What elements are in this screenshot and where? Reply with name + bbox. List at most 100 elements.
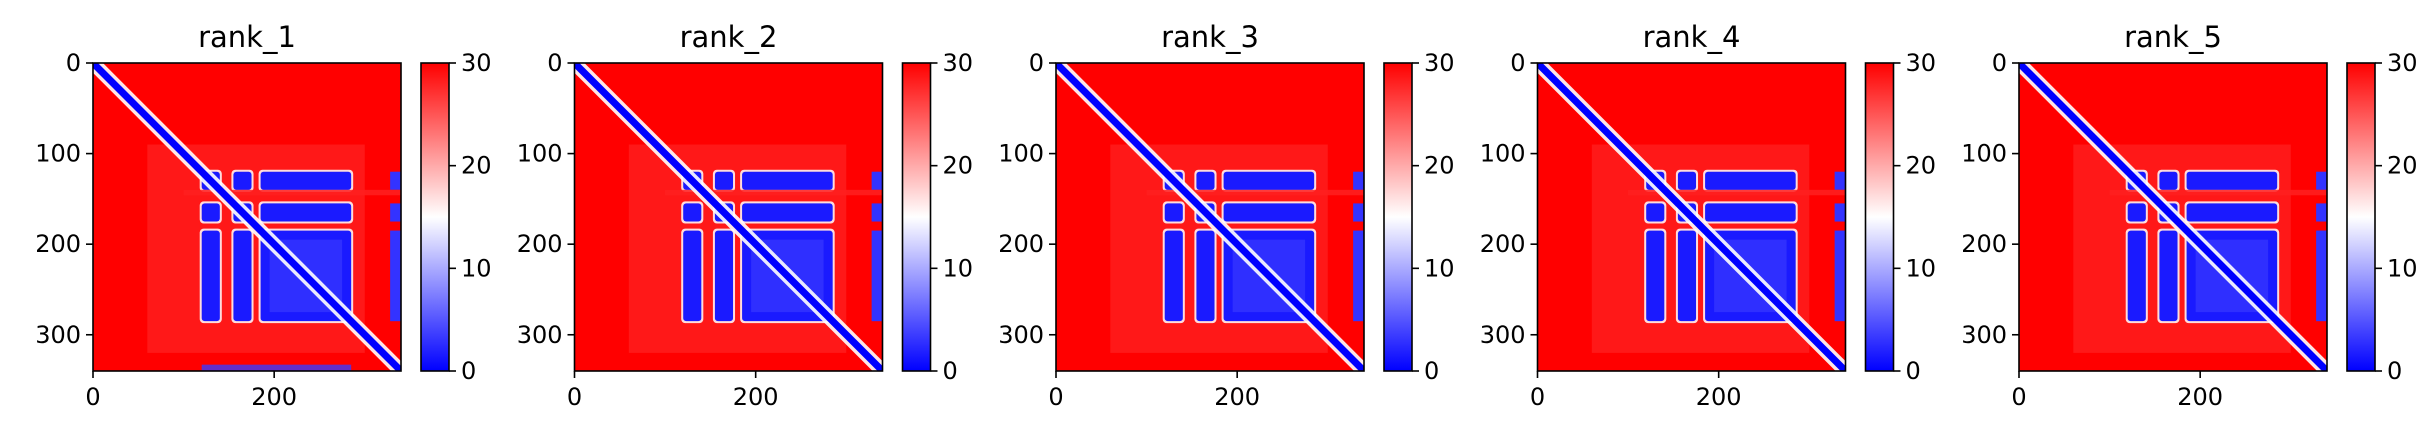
x-tick-label: 200	[1696, 383, 1742, 411]
colorbar	[1865, 63, 1894, 371]
low-pae-block	[1164, 203, 1183, 222]
colorbar-tick-label: 20	[1424, 152, 1455, 180]
colorbar-frame	[2346, 62, 2376, 372]
edge-block	[871, 171, 883, 190]
colorbar-tick-label: 30	[461, 49, 492, 77]
chart-title: rank_5	[2124, 20, 2222, 54]
y-tick-label: 300	[1480, 321, 1526, 349]
y-tick-label: 0	[1510, 49, 1525, 77]
y-tick-label: 100	[1961, 140, 2007, 168]
low-pae-block	[2159, 230, 2178, 322]
colorbar-tick-label: 30	[1424, 49, 1455, 77]
low-pae-block	[2186, 171, 2278, 190]
edge-block	[1353, 230, 1364, 322]
y-tick-label: 200	[517, 230, 563, 258]
low-pae-block	[683, 203, 702, 222]
edge-block	[2316, 230, 2327, 322]
colorbar-tick-label: 10	[2387, 254, 2418, 282]
x-tick-label: 200	[733, 383, 779, 411]
diagonal	[1537, 63, 1846, 371]
chart-title: rank_1	[198, 20, 296, 54]
low-pae-block	[201, 230, 220, 322]
y-tick-label: 300	[998, 321, 1044, 349]
colorbar-tick-label: 0	[461, 357, 476, 385]
chart-title: rank_3	[1161, 20, 1259, 54]
low-pae-block	[233, 230, 252, 322]
colorbar-tick-label: 10	[943, 254, 974, 282]
colorbar-tick-label: 10	[1424, 254, 1455, 282]
y-tick-label: 0	[547, 49, 562, 77]
stripe	[183, 189, 401, 196]
y-tick-label: 200	[1480, 230, 1526, 258]
low-pae-block	[233, 171, 252, 190]
x-tick-label: 0	[1048, 383, 1063, 411]
low-pae-block	[1646, 203, 1665, 222]
x-tick-label: 200	[2177, 383, 2223, 411]
heatmap-cells	[574, 63, 883, 371]
colorbar	[1384, 63, 1412, 371]
chart-title: rank_2	[680, 20, 778, 54]
low-pae-block	[1705, 203, 1796, 222]
low-pae-block	[201, 203, 220, 222]
x-tick-label: 200	[1214, 383, 1260, 411]
heatmap-panel-rank_1: rank_1 0 100 200 300 0 200 0 10 20 30	[35, 20, 491, 411]
low-pae-block	[260, 203, 352, 222]
diagonal	[93, 63, 401, 371]
colorbar-tick-label: 0	[2387, 357, 2402, 385]
low-pae-block	[2127, 203, 2146, 222]
low-pae-block	[742, 171, 833, 190]
low-pae-block	[1677, 230, 1697, 322]
x-tick-label: 0	[85, 383, 100, 411]
colorbar	[421, 63, 449, 371]
low-pae-block	[714, 230, 734, 322]
y-tick-label: 300	[1961, 321, 2007, 349]
colorbar-tick-label: 0	[1906, 357, 1921, 385]
stripe	[2109, 189, 2327, 196]
colorbar-tick-label: 30	[943, 49, 974, 77]
stripe	[665, 189, 883, 196]
colorbar-frame	[420, 62, 450, 372]
heatmap-panel-rank_4: rank_4 0 100 200 300 0 200 0 10 20 30	[1480, 20, 1936, 411]
edge-block	[1353, 203, 1364, 222]
low-pae-block	[1196, 230, 1215, 322]
edge-block	[1353, 171, 1364, 190]
edge-block	[1834, 203, 1846, 222]
edge-block	[390, 230, 401, 322]
axes-frame	[573, 62, 884, 372]
axes-frame	[1055, 62, 1365, 372]
diagonal	[2019, 63, 2327, 371]
y-tick-label: 100	[35, 140, 81, 168]
low-pae-block	[714, 171, 734, 190]
y-tick-label: 0	[1992, 49, 2007, 77]
edge-block	[390, 203, 401, 222]
colorbar-frame	[901, 62, 932, 372]
colorbar-tick-label: 10	[1906, 254, 1937, 282]
heatmap-panel-rank_3: rank_3 0 100 200 300 0 200 0 10 20 30	[998, 20, 1454, 411]
chart-title: rank_4	[1643, 20, 1741, 54]
y-tick-label: 300	[517, 321, 563, 349]
low-pae-block	[1223, 171, 1315, 190]
diagonal	[1056, 63, 1364, 371]
colorbar-tick-label: 0	[1424, 357, 1439, 385]
x-tick-label: 200	[251, 383, 297, 411]
colorbar-tick-label: 20	[1906, 152, 1937, 180]
low-pae-block	[260, 171, 352, 190]
heatmap-panel-rank_2: rank_2 0 100 200 300 0 200 0 10 20 30	[517, 20, 973, 411]
low-pae-block	[1705, 171, 1796, 190]
edge-block	[1834, 171, 1846, 190]
diagonal	[574, 63, 883, 371]
heatmap-cells	[1056, 63, 1364, 371]
colorbar-tick-label: 30	[1906, 49, 1937, 77]
heatmap-cells	[93, 63, 401, 371]
y-tick-label: 0	[66, 49, 81, 77]
colorbar-tick-label: 30	[2387, 49, 2418, 77]
edge-block	[2316, 171, 2327, 190]
low-pae-block	[2159, 171, 2178, 190]
y-tick-label: 100	[517, 140, 563, 168]
colorbar-tick-label: 20	[943, 152, 974, 180]
x-tick-label: 0	[567, 383, 582, 411]
x-tick-label: 0	[1530, 383, 1545, 411]
edge-block	[2316, 203, 2327, 222]
colorbar-tick-label: 10	[461, 254, 492, 282]
low-pae-block	[1677, 171, 1697, 190]
